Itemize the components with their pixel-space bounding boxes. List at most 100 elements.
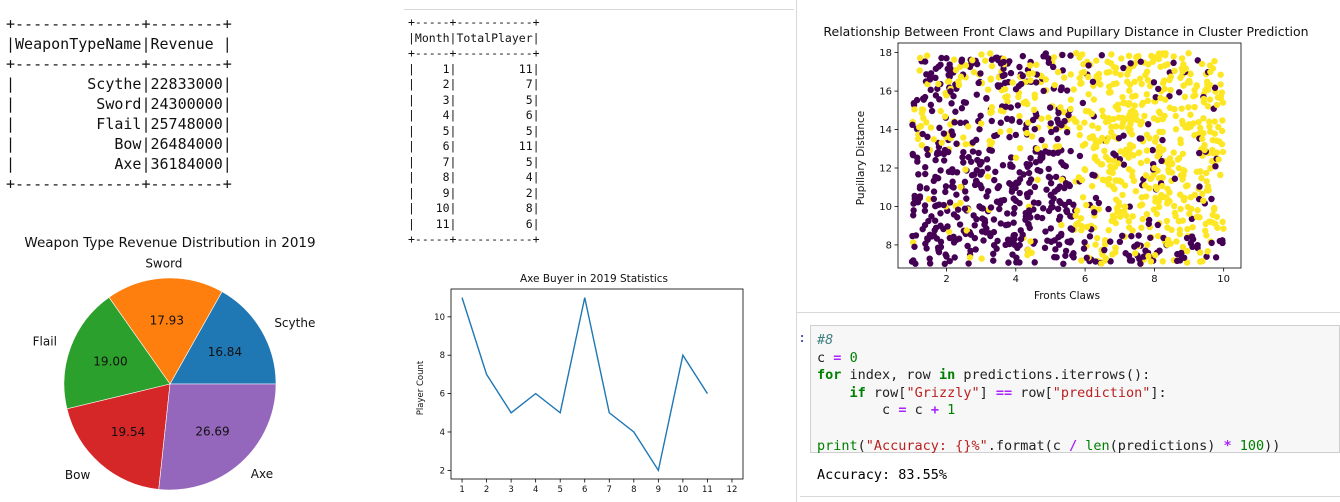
scatter-point: [976, 126, 983, 133]
scatter-point: [1179, 150, 1187, 157]
y-tick-label: 14: [879, 125, 892, 136]
line-chart-title: Axe Buyer in 2019 Statistics: [520, 273, 668, 285]
scatter-point: [1059, 51, 1066, 59]
scatter-point: [1062, 252, 1069, 259]
scatter-point: [1180, 197, 1188, 204]
scatter-point: [1158, 51, 1165, 58]
scatter-point: [1047, 191, 1055, 199]
scatter-point: [1143, 210, 1151, 218]
scatter-point: [1079, 194, 1087, 201]
table-border-line: +--------------+--------+: [6, 15, 232, 33]
code-cell[interactable]: #8 c = 0 for index, row in predictions.i…: [810, 325, 1340, 455]
scatter-point: [1216, 138, 1223, 145]
scatter-point: [962, 141, 969, 148]
scatter-point: [1082, 107, 1090, 115]
scatter-point: [1078, 176, 1086, 184]
scatter-point: [1041, 244, 1049, 252]
scatter-point: [964, 242, 971, 250]
scatter-point: [1126, 81, 1134, 88]
scatter-point: [1209, 65, 1217, 72]
scatter-point: [1104, 58, 1111, 65]
scatter-point: [1085, 91, 1092, 98]
scatter-point: [918, 109, 926, 117]
scatter-point: [1200, 115, 1207, 122]
code-token: "prediction": [1052, 384, 1151, 401]
scatter-point: [950, 233, 957, 241]
scatter-point: [1119, 93, 1126, 101]
scatter-point: [1125, 52, 1133, 60]
scatter-point: [1101, 237, 1109, 244]
code-token: *: [1223, 437, 1232, 454]
scatter-point: [1029, 70, 1036, 77]
scatter-point: [1202, 86, 1209, 94]
scatter-point: [1092, 194, 1100, 202]
scatter-point: [1101, 246, 1108, 254]
scatter-point: [1094, 124, 1102, 132]
scatter-point: [1196, 249, 1204, 256]
scatter-point: [1089, 78, 1097, 85]
scatter-point: [924, 133, 931, 141]
scatter-point: [1156, 110, 1164, 117]
scatter-point: [987, 109, 994, 116]
scatter-point: [1076, 124, 1083, 131]
scatter-point: [986, 230, 993, 237]
scatter-point: [1101, 147, 1108, 155]
scatter-point: [1166, 156, 1173, 164]
scatter-point: [1198, 135, 1206, 143]
code-token: ==: [995, 384, 1013, 401]
scatter-point: [942, 188, 949, 196]
scatter-point: [1137, 260, 1144, 267]
code-token: in: [938, 367, 956, 384]
scatter-point: [916, 67, 923, 74]
scatter-point: [1177, 205, 1184, 213]
scatter-point: [1004, 236, 1012, 243]
scatter-point: [941, 146, 949, 154]
scatter-point: [1031, 183, 1039, 191]
scatter-point: [1218, 127, 1226, 135]
scatter-point: [1017, 80, 1025, 88]
scatter-point: [1010, 233, 1017, 241]
scatter-point: [1208, 239, 1215, 247]
scatter-point: [1016, 112, 1023, 120]
scatter-point: [1203, 232, 1210, 239]
scatter-point: [957, 63, 964, 70]
scatter-point: [1134, 241, 1141, 248]
scatter-point: [1179, 176, 1186, 183]
scatter-point: [922, 164, 929, 171]
scatter-title: Relationship Between Front Claws and Pup…: [823, 24, 1308, 39]
scatter-point: [1164, 236, 1172, 244]
scatter-point: [956, 221, 964, 228]
scatter-point: [996, 205, 1003, 213]
code-text[interactable]: #8 c = 0 for index, row in predictions.i…: [811, 326, 1339, 455]
scatter-point: [1201, 141, 1208, 149]
scatter-point: [999, 162, 1007, 169]
table-row: | 10| 8|: [408, 201, 540, 215]
scatter-point: [1122, 250, 1129, 257]
scatter-point: [1170, 53, 1178, 60]
scatter-point: [1208, 195, 1215, 203]
scatter-point: [1115, 202, 1123, 209]
scatter-point: [1089, 122, 1096, 129]
scatter-point: [1170, 149, 1177, 156]
scatter-point: [1107, 258, 1114, 265]
scatter-point: [916, 54, 924, 62]
scatter-point: [962, 62, 970, 69]
pie-slice-axe: [158, 383, 277, 491]
scatter-point: [1147, 175, 1154, 183]
scatter-point: [941, 113, 949, 120]
scatter-point: [955, 78, 962, 85]
x-tick-label: 6: [582, 485, 587, 495]
scatter-point: [1086, 134, 1094, 141]
scatter-point: [1157, 94, 1164, 102]
table-row: | Flail|25748000|: [6, 115, 232, 133]
scatter-point: [1016, 145, 1024, 152]
code-token: "Grizzly": [906, 384, 980, 401]
scatter-point: [910, 212, 917, 219]
scatter-point: [1167, 86, 1174, 94]
scatter-point: [1125, 165, 1133, 173]
scatter-point: [1014, 244, 1021, 252]
scatter-point: [1195, 118, 1202, 126]
scatter-point: [1175, 89, 1183, 96]
code-token: len: [1085, 437, 1110, 454]
table-row: | 5| 5|: [408, 123, 540, 138]
